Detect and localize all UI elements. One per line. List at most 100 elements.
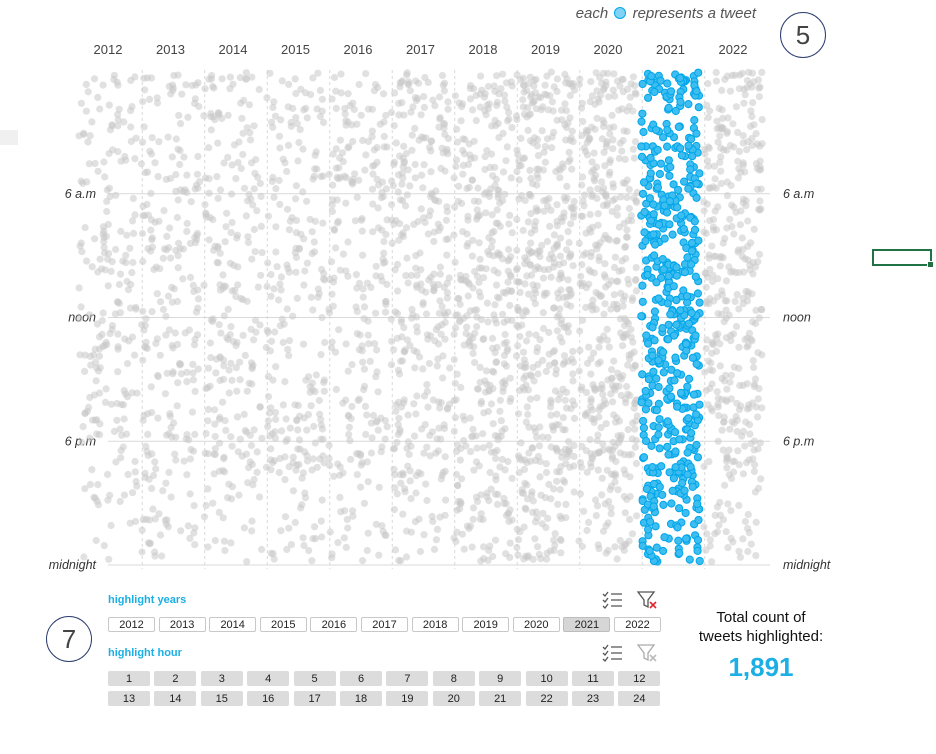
tweet-point	[733, 427, 741, 436]
year-option-2018[interactable]: 2018	[411, 617, 459, 632]
hour-option-3[interactable]: 3	[200, 671, 243, 686]
tweet-point	[469, 425, 477, 433]
tweet-point	[723, 224, 731, 232]
fill-handle[interactable]	[927, 261, 934, 268]
year-option-2020[interactable]: 2020	[512, 617, 560, 632]
hour-option-8[interactable]: 8	[432, 671, 475, 686]
tweet-point	[416, 547, 424, 556]
tweet-point-highlighted	[678, 478, 687, 488]
year-option-2013[interactable]: 2013	[158, 617, 206, 632]
tweet-point	[453, 506, 461, 514]
hour-option-14[interactable]: 14	[154, 691, 197, 706]
hour-option-2[interactable]: 2	[154, 671, 197, 686]
tweet-point	[488, 237, 496, 245]
tweet-point	[332, 385, 340, 393]
step-number-badge: 5	[780, 12, 826, 58]
multi-select-icon[interactable]	[602, 643, 624, 663]
tweet-point	[587, 78, 595, 86]
tweet-point	[369, 411, 377, 420]
tweet-point	[443, 203, 451, 211]
tweet-point-highlighted	[686, 165, 695, 174]
selected-cell[interactable]	[872, 249, 934, 268]
year-option-2022[interactable]: 2022	[614, 617, 661, 632]
hour-option-22[interactable]: 22	[525, 691, 568, 706]
tweet-point	[272, 415, 280, 423]
tweet-point	[551, 359, 559, 367]
year-option-2021[interactable]: 2021	[563, 617, 611, 632]
hour-option-5[interactable]: 5	[293, 671, 336, 686]
tweet-point	[377, 448, 385, 456]
tweet-point	[435, 197, 443, 205]
hour-option-12[interactable]: 12	[618, 671, 661, 686]
tweet-point	[96, 255, 104, 263]
tweet-point	[430, 286, 438, 294]
tweet-point	[454, 481, 462, 489]
tweet-point	[505, 220, 513, 228]
hour-option-20[interactable]: 20	[432, 691, 475, 706]
tweet-point	[266, 347, 274, 355]
tweet-point	[739, 535, 747, 543]
tweet-point	[343, 515, 351, 523]
tweet-point	[587, 249, 596, 257]
hour-option-23[interactable]: 23	[572, 691, 614, 706]
tweet-point	[452, 470, 461, 479]
tweet-point	[123, 360, 132, 368]
tweet-point	[556, 333, 564, 342]
clear-filter-icon[interactable]	[636, 643, 658, 663]
tweet-point	[131, 155, 139, 163]
tweet-point-highlighted	[687, 260, 696, 269]
hour-option-4[interactable]: 4	[247, 671, 290, 686]
tweet-point	[328, 95, 336, 103]
year-option-2012[interactable]: 2012	[108, 617, 155, 632]
tweet-point	[714, 310, 722, 318]
hour-option-21[interactable]: 21	[479, 691, 522, 706]
tweet-point	[264, 372, 272, 380]
tweet-point	[267, 549, 275, 558]
tweet-point	[204, 405, 213, 414]
tweet-point	[723, 72, 732, 80]
tweet-point	[563, 300, 571, 309]
hour-option-17[interactable]: 17	[293, 691, 336, 706]
hour-option-1[interactable]: 1	[108, 671, 150, 686]
tweet-point	[716, 262, 724, 270]
tweet-point	[526, 166, 534, 174]
tweet-point	[715, 104, 723, 112]
hour-option-6[interactable]: 6	[340, 671, 382, 686]
tweet-point	[473, 306, 481, 314]
hour-option-7[interactable]: 7	[386, 671, 429, 686]
tweet-point	[294, 426, 302, 434]
hour-option-19[interactable]: 19	[386, 691, 429, 706]
tweet-point	[186, 534, 194, 542]
year-option-2014[interactable]: 2014	[209, 617, 257, 632]
tweet-point	[570, 197, 578, 206]
hour-option-16[interactable]: 16	[247, 691, 290, 706]
tweet-point-highlighted	[658, 490, 667, 499]
year-option-2019[interactable]: 2019	[462, 617, 510, 632]
tweet-point	[211, 451, 219, 459]
tweet-point	[575, 537, 583, 545]
year-option-2015[interactable]: 2015	[259, 617, 307, 632]
hour-option-11[interactable]: 11	[572, 671, 614, 686]
tweet-point	[587, 395, 595, 403]
hour-option-24[interactable]: 24	[618, 691, 661, 706]
tweet-point	[703, 530, 711, 538]
clear-filter-icon[interactable]	[636, 590, 658, 610]
hour-option-18[interactable]: 18	[340, 691, 382, 706]
tweet-point-highlighted	[682, 292, 692, 301]
tweet-point	[621, 541, 629, 549]
hour-option-15[interactable]: 15	[200, 691, 243, 706]
tweet-point	[360, 365, 368, 373]
tweet-point	[416, 353, 424, 361]
hour-option-10[interactable]: 10	[525, 671, 568, 686]
tweet-point	[467, 448, 475, 456]
hour-option-13[interactable]: 13	[108, 691, 150, 706]
year-option-2017[interactable]: 2017	[361, 617, 408, 632]
hour-option-9[interactable]: 9	[479, 671, 522, 686]
tweet-point	[446, 364, 454, 372]
tweet-point	[276, 454, 284, 463]
year-option-2016[interactable]: 2016	[310, 617, 358, 632]
tweet-point	[217, 329, 225, 337]
tweet-point-highlighted	[695, 556, 704, 566]
tweet-point	[424, 78, 432, 86]
multi-select-icon[interactable]	[602, 590, 624, 610]
